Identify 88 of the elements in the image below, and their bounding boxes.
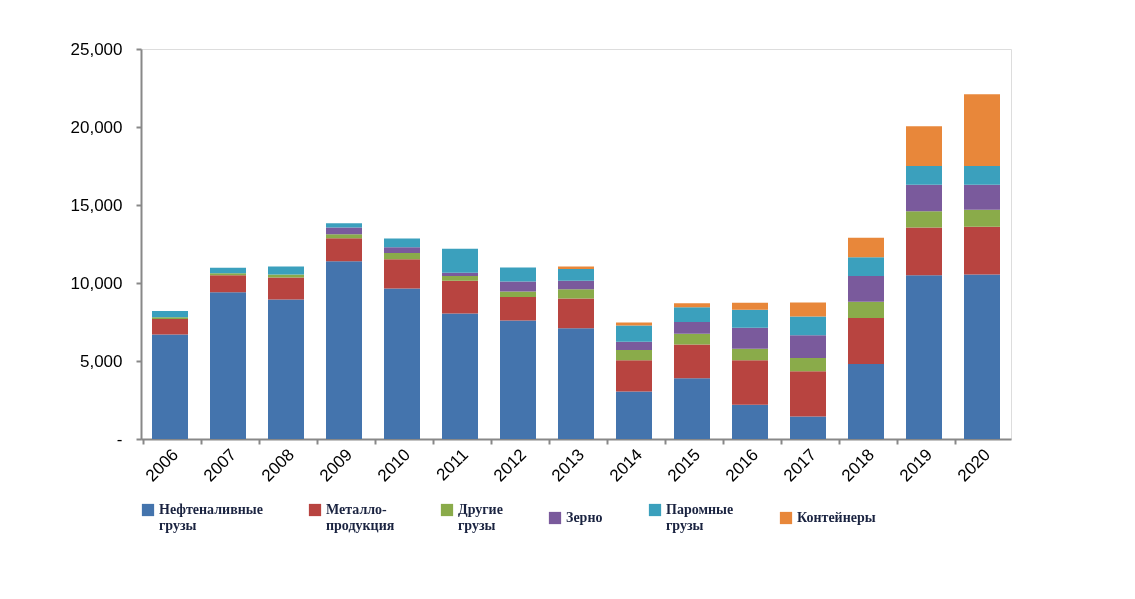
bar (268, 299, 304, 439)
bar (674, 344, 710, 379)
bar (326, 261, 362, 439)
bar (674, 378, 710, 439)
bar (964, 184, 1000, 210)
bar (500, 320, 536, 439)
bar (326, 223, 362, 228)
bar (790, 302, 826, 317)
bar (442, 280, 478, 314)
bar (964, 166, 1000, 185)
bar (326, 227, 362, 235)
bar (384, 259, 420, 289)
y-tick-label: 25,000 (70, 39, 123, 59)
bar (616, 350, 652, 361)
bar (442, 248, 478, 273)
bar (906, 126, 942, 166)
bar (384, 247, 420, 254)
bar (326, 234, 362, 239)
bar (500, 281, 536, 292)
bar (674, 303, 710, 308)
bar (906, 184, 942, 212)
bar (500, 267, 536, 282)
legend-label: Паромные грузы (666, 502, 734, 533)
bar (442, 313, 478, 439)
bar (616, 341, 652, 351)
bar (848, 257, 884, 276)
bar (732, 404, 768, 439)
bar (906, 227, 942, 276)
bar (558, 298, 594, 329)
bar (732, 309, 768, 328)
bar (848, 237, 884, 258)
bar (674, 322, 710, 334)
bar (732, 327, 768, 349)
bar (790, 416, 826, 439)
bar (442, 275, 478, 281)
bar (964, 226, 1000, 275)
bar (442, 272, 478, 276)
bar (732, 348, 768, 361)
bar (732, 360, 768, 405)
bar (616, 391, 652, 439)
bar (152, 318, 188, 335)
bar (906, 275, 942, 439)
y-tick-label: 15,000 (70, 195, 123, 215)
bar (674, 333, 710, 345)
bar (848, 364, 884, 439)
legend-label: Контейнеры (797, 510, 876, 525)
bar (848, 318, 884, 365)
bar (384, 253, 420, 260)
y-tick-label: 5,000 (79, 351, 123, 371)
bar (558, 289, 594, 299)
bar (616, 360, 652, 392)
bar (558, 328, 594, 439)
legend-label: Нефтеналивные грузы (159, 502, 263, 533)
bar (964, 209, 1000, 227)
bar (384, 238, 420, 248)
bar (848, 301, 884, 319)
bar (152, 334, 188, 439)
bar (210, 292, 246, 439)
bar (268, 274, 304, 278)
bar (384, 288, 420, 439)
bar (790, 357, 826, 372)
bar (790, 335, 826, 358)
bar (848, 275, 884, 302)
bar (964, 274, 1000, 439)
y-tick-label: 20,000 (70, 117, 123, 137)
bar (268, 266, 304, 275)
bar (500, 291, 536, 298)
bar (790, 371, 826, 417)
bar (558, 280, 594, 290)
bar (326, 238, 362, 262)
legend-label: Зерно (566, 510, 603, 525)
y-tick-label: 10,000 (70, 273, 123, 293)
bar (964, 94, 1000, 166)
legend-label: Металло- продукция (326, 502, 395, 533)
bar (210, 275, 246, 293)
legend-label: Другие грузы (458, 502, 503, 533)
bar (616, 325, 652, 342)
bar (732, 302, 768, 310)
bar (906, 166, 942, 185)
bar (790, 316, 826, 336)
bar (500, 297, 536, 321)
bar (558, 268, 594, 281)
bar (152, 311, 188, 318)
bar (268, 277, 304, 300)
bar (210, 267, 246, 274)
y-tick-label: - (116, 429, 123, 449)
bar (674, 307, 710, 322)
bar (906, 211, 942, 228)
